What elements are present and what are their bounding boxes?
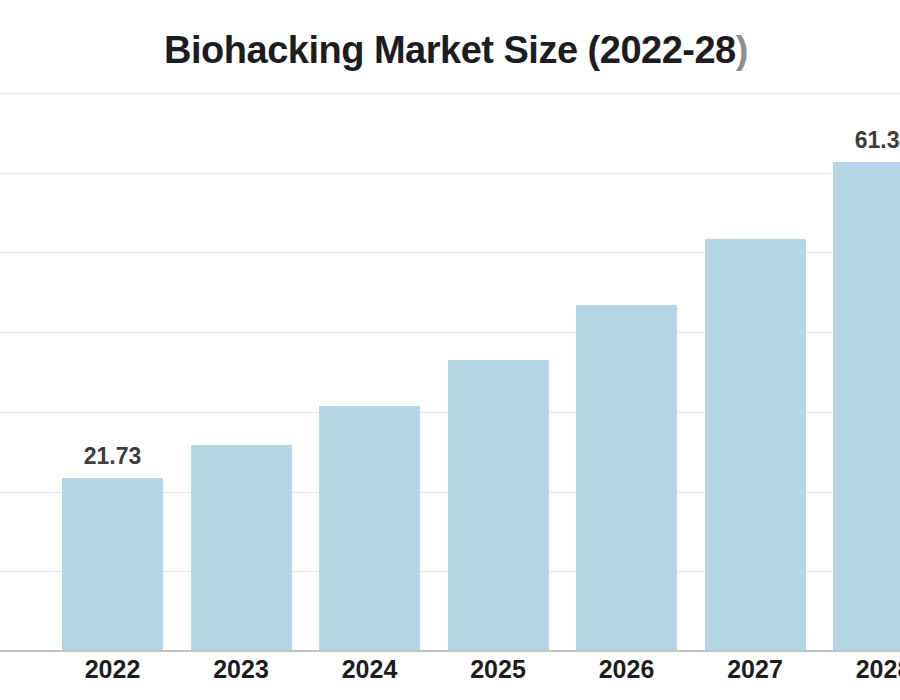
gridline-60: [0, 173, 900, 174]
plot-area: 21.73 2022 2023 2024 2025 2026 2027 61.34 2028: [0, 0, 900, 700]
bar-2025: [448, 360, 549, 651]
bar-2028: [833, 162, 900, 651]
bar-2022: [62, 478, 163, 651]
x-axis-label-2024: 2024: [342, 657, 398, 682]
chart-canvas: Biohacking Market Size (2022-28) 21.7320…: [0, 0, 900, 700]
bar-value-label-2028: 61.34: [855, 129, 900, 152]
gridline-70: [0, 93, 900, 94]
bar-value-label-2022: 21.73: [84, 445, 142, 468]
x-axis-label-2026: 2026: [599, 657, 655, 682]
bar-2024: [319, 406, 420, 651]
bar-2023: [191, 445, 292, 651]
x-axis-label-2025: 2025: [470, 657, 526, 682]
x-axis-label-2022: 2022: [85, 657, 141, 682]
x-axis-label-2027: 2027: [727, 657, 783, 682]
bar-2027: [705, 239, 806, 651]
x-axis-label-2023: 2023: [213, 657, 269, 682]
x-axis-label-2028: 2028: [856, 657, 900, 682]
x-axis-line: [0, 650, 900, 652]
bar-2026: [576, 305, 677, 651]
